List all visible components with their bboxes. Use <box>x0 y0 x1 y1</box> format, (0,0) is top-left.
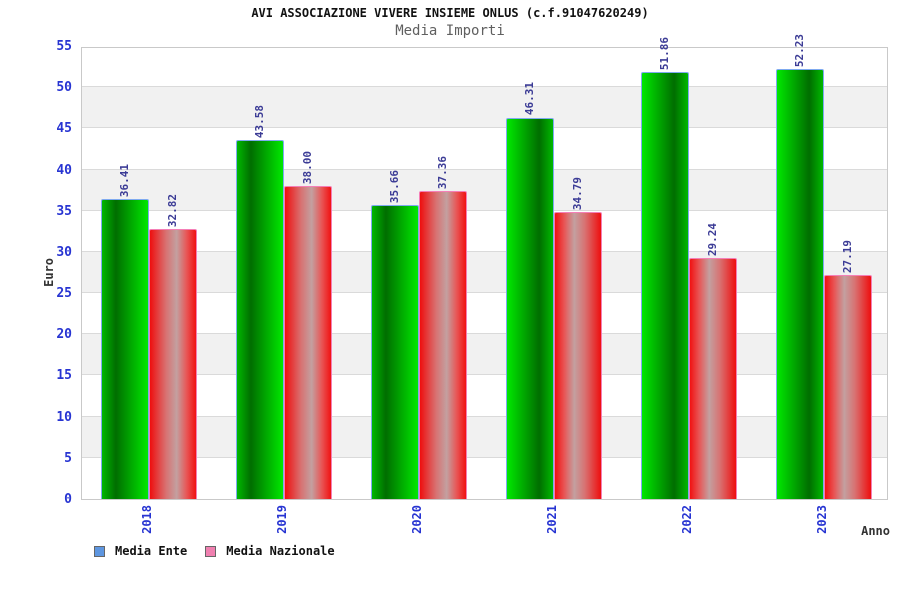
gridline <box>82 292 887 293</box>
bar-media-nazionale <box>419 191 467 499</box>
y-tick-label: 55 <box>56 39 72 54</box>
bar-media-nazionale <box>824 275 872 499</box>
chart-title: AVI ASSOCIAZIONE VIVERE INSIEME ONLUS (c… <box>251 6 649 20</box>
bar-media-ente <box>371 205 419 499</box>
gridline <box>82 210 887 211</box>
gridline <box>82 374 887 375</box>
legend-swatch-media-nazionale <box>205 545 217 557</box>
bar-media-ente <box>236 140 284 499</box>
legend-label-media-ente: Media Ente <box>115 544 188 558</box>
y-axis-title: Euro <box>42 258 56 287</box>
y-tick-label: 15 <box>56 368 72 384</box>
bar-value-label: 34.79 <box>571 177 584 211</box>
gridline <box>82 333 887 334</box>
bar-media-nazionale <box>284 186 332 499</box>
y-tick-label: 40 <box>56 162 72 178</box>
x-tick-label: 2018 <box>140 505 154 534</box>
gridline <box>82 86 887 87</box>
plot-band <box>82 169 887 211</box>
bar-value-label: 35.66 <box>388 170 401 204</box>
bar-media-ente <box>641 71 689 499</box>
bar-media-nazionale <box>689 258 737 499</box>
plot-band <box>82 416 887 458</box>
x-tick-label: 2021 <box>545 505 559 534</box>
bar-media-ente <box>776 68 824 499</box>
chart-subtitle: Media Importi <box>395 23 505 39</box>
gridline <box>82 457 887 458</box>
y-tick-label: 0 <box>64 492 72 507</box>
x-axis-title: Anno <box>861 524 890 538</box>
bar-value-label: 38.00 <box>301 150 314 185</box>
bar-value-label: 37.36 <box>436 156 449 190</box>
plot-band <box>82 251 887 294</box>
y-tick-label: 25 <box>56 286 72 302</box>
legend-label-media-nazionale: Media Nazionale <box>226 544 335 558</box>
bar-media-ente <box>101 199 149 499</box>
bar-value-label: 43.58 <box>253 104 266 139</box>
plot-area: 36.41 32.82 43.58 38.00 35.66 37.36 46.31 34.79… <box>81 34 888 500</box>
legend-swatch-media-ente <box>94 545 105 557</box>
y-tick-label: 50 <box>56 80 72 96</box>
bar-value-label: 51.86 <box>658 36 671 70</box>
x-tick-label: 2022 <box>680 505 694 534</box>
bar-value-label: 36.41 <box>118 164 131 198</box>
y-tick-label: 10 <box>56 409 72 425</box>
y-tick-label: 35 <box>56 203 72 219</box>
bar-value-label: 46.31 <box>523 82 536 116</box>
y-tick-label: 45 <box>56 121 72 137</box>
bar-media-nazionale <box>149 228 197 499</box>
bar-value-label: 29.24 <box>706 223 719 257</box>
y-tick-label: 30 <box>56 244 72 260</box>
bar-value-label: 32.82 <box>166 193 179 227</box>
plot-band <box>82 87 887 129</box>
legend: Media Ente Media Nazionale <box>94 544 353 558</box>
bar-media-ente <box>506 117 554 499</box>
bar-media-nazionale <box>554 212 602 499</box>
y-tick-label: 5 <box>64 450 72 466</box>
bar-value-label: 27.19 <box>841 239 854 274</box>
x-tick-label: 2020 <box>410 505 424 534</box>
gridline <box>82 416 887 417</box>
plot-band <box>82 334 887 376</box>
bar-value-label: 52.23 <box>793 33 806 67</box>
x-tick-label: 2023 <box>815 505 829 534</box>
gridline <box>82 251 887 252</box>
x-tick-label: 2019 <box>275 505 289 534</box>
gridline <box>82 169 887 170</box>
gridline <box>82 127 887 128</box>
y-tick-label: 20 <box>56 327 72 343</box>
